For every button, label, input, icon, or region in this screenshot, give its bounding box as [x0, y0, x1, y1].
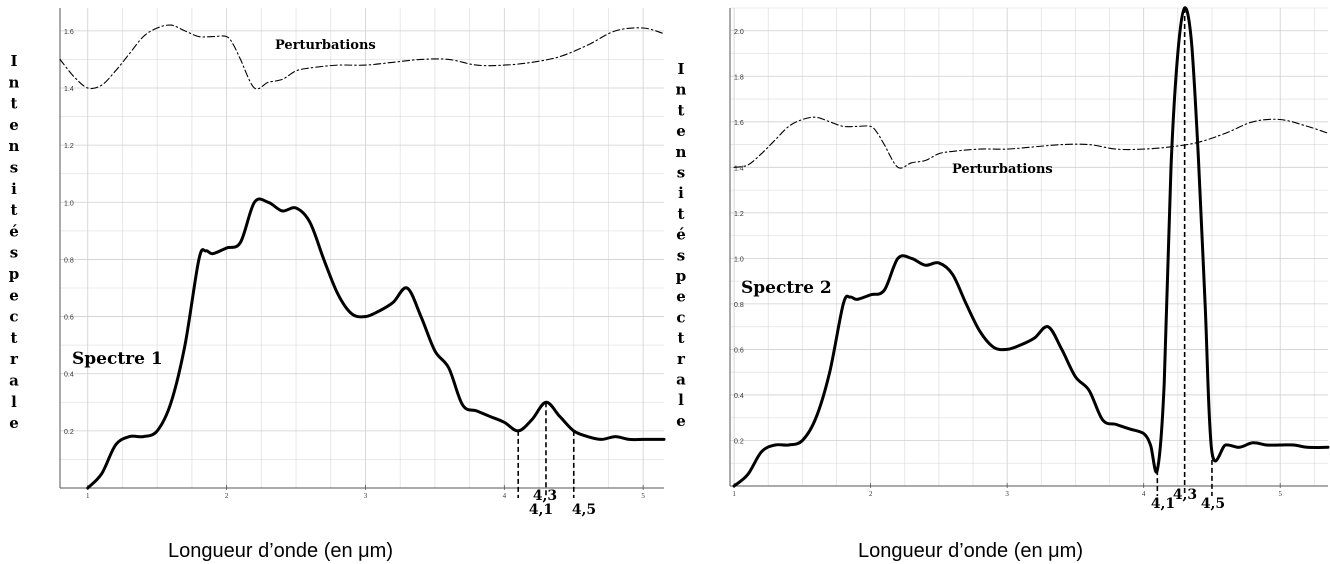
y-axis-label-letter: e — [9, 414, 19, 432]
y-axis-label-letter: s — [677, 164, 685, 182]
y-axis-label-letter: l — [11, 393, 17, 411]
y-axis-label-letter: I — [677, 60, 684, 78]
x-tick-label: 2 — [225, 492, 229, 500]
y-tick-label: 2.0 — [734, 29, 744, 36]
y-axis-label-letter: c — [9, 308, 18, 326]
x-tick-label: 5 — [1278, 490, 1282, 498]
y-axis-label-letter: a — [676, 371, 686, 389]
y-axis-label-letter: n — [9, 73, 20, 91]
marker-label: 4,5 — [1201, 496, 1225, 512]
y-tick-label: 0.8 — [734, 302, 744, 309]
y-axis-label-letter: I — [10, 52, 17, 70]
y-axis-label-letter: p — [676, 267, 687, 285]
y-axis-label-letter: n — [676, 81, 687, 99]
y-axis-label-letter: t — [11, 329, 18, 347]
x-axis-label-1: Longueur d’onde (en μm) — [168, 540, 393, 562]
marker-label: 4,1 — [529, 502, 553, 518]
y-axis-label-letter: r — [677, 350, 686, 368]
y-tick-label: 1.2 — [64, 143, 74, 150]
spectrum-annotation: Spectre 2 — [741, 278, 832, 298]
y-axis-label-letter: r — [10, 350, 19, 368]
y-axis-label-letter: p — [9, 265, 20, 283]
y-axis-label-letter: c — [676, 308, 685, 326]
y-axis-label-letter: i — [11, 180, 17, 198]
y-axis-label-letter: a — [9, 372, 19, 390]
y-tick-label: 1.6 — [64, 29, 74, 36]
y-tick-label: 1.4 — [64, 86, 74, 93]
marker-label: 4,3 — [533, 488, 557, 504]
y-tick-label: 0.2 — [64, 429, 74, 436]
x-axis-label-2: Longueur d’onde (en μm) — [858, 540, 1083, 562]
y-axis-label-letter: t — [11, 95, 18, 113]
spectrum-chart-2-plot: 0.20.40.60.81.01.21.41.61.82.01 2 3 4 5Inten… — [676, 6, 1330, 512]
x-tick-label: 5 — [641, 492, 645, 500]
y-axis-label-letter: t — [11, 201, 18, 219]
x-tick-label: 3 — [1005, 490, 1009, 498]
y-axis-label-letter: s — [10, 159, 18, 177]
y-tick-label: 1.0 — [734, 256, 744, 263]
x-tick-label: 1 — [86, 492, 90, 500]
y-axis-label-letter: e — [676, 288, 686, 306]
y-axis-label-letter: é — [676, 226, 686, 244]
y-axis-label-letter: n — [9, 137, 20, 155]
y-tick-label: 1.8 — [734, 74, 744, 81]
x-tick-label: 3 — [364, 492, 368, 500]
marker-label: 4,1 — [1151, 496, 1175, 512]
y-axis-label-letter: e — [676, 122, 686, 140]
y-tick-label: 0.6 — [64, 315, 74, 322]
spectrum-annotation: Spectre 1 — [72, 349, 163, 369]
y-axis-label-letter: t — [678, 101, 685, 119]
y-tick-label: 1.0 — [64, 200, 74, 207]
spectrum-chart-1-plot: 0.20.40.60.81.01.21.41.61 2 3 4 5Intensitésp… — [9, 8, 666, 518]
marker-label: 4,3 — [1173, 487, 1197, 503]
y-axis-label-letter: t — [678, 205, 685, 223]
spectrum-line — [732, 6, 1330, 488]
perturbations-label: Perturbations — [275, 38, 376, 53]
y-tick-label: 0.4 — [734, 393, 744, 400]
y-tick-label: 1.4 — [734, 165, 744, 172]
x-tick-label: 1 — [732, 490, 736, 498]
y-tick-label: 0.6 — [734, 347, 744, 354]
grid-lines — [60, 8, 664, 488]
y-axis-label-letter: t — [678, 329, 685, 347]
x-tick-label: 4 — [503, 492, 507, 500]
perturbation-line — [59, 24, 665, 90]
y-tick-label: 0.4 — [64, 372, 74, 379]
x-tick-label: 4 — [1142, 490, 1146, 498]
y-axis-label-letter: e — [9, 116, 19, 134]
y-tick-label: 1.2 — [734, 211, 744, 218]
y-axis-label-letter: e — [676, 412, 686, 430]
y-axis-label-letter: s — [10, 244, 18, 262]
grid-lines — [730, 7, 1328, 486]
y-axis-label-letter: i — [678, 184, 684, 202]
y-axis-label-letter: e — [9, 286, 19, 304]
y-tick-label: 1.6 — [734, 120, 744, 127]
y-tick-label: 0.8 — [64, 257, 74, 264]
perturbation-line — [733, 116, 1329, 169]
y-axis-label-letter: l — [678, 391, 684, 409]
x-tick-label: 2 — [869, 490, 873, 498]
spectrum-line — [86, 197, 666, 490]
y-axis-label-letter: é — [9, 222, 19, 240]
y-tick-label: 0.2 — [734, 438, 744, 445]
marker-label: 4,5 — [572, 502, 596, 518]
perturbations-label: Perturbations — [952, 162, 1053, 177]
y-axis-label-letter: s — [677, 246, 685, 264]
y-axis-label-letter: n — [676, 143, 687, 161]
